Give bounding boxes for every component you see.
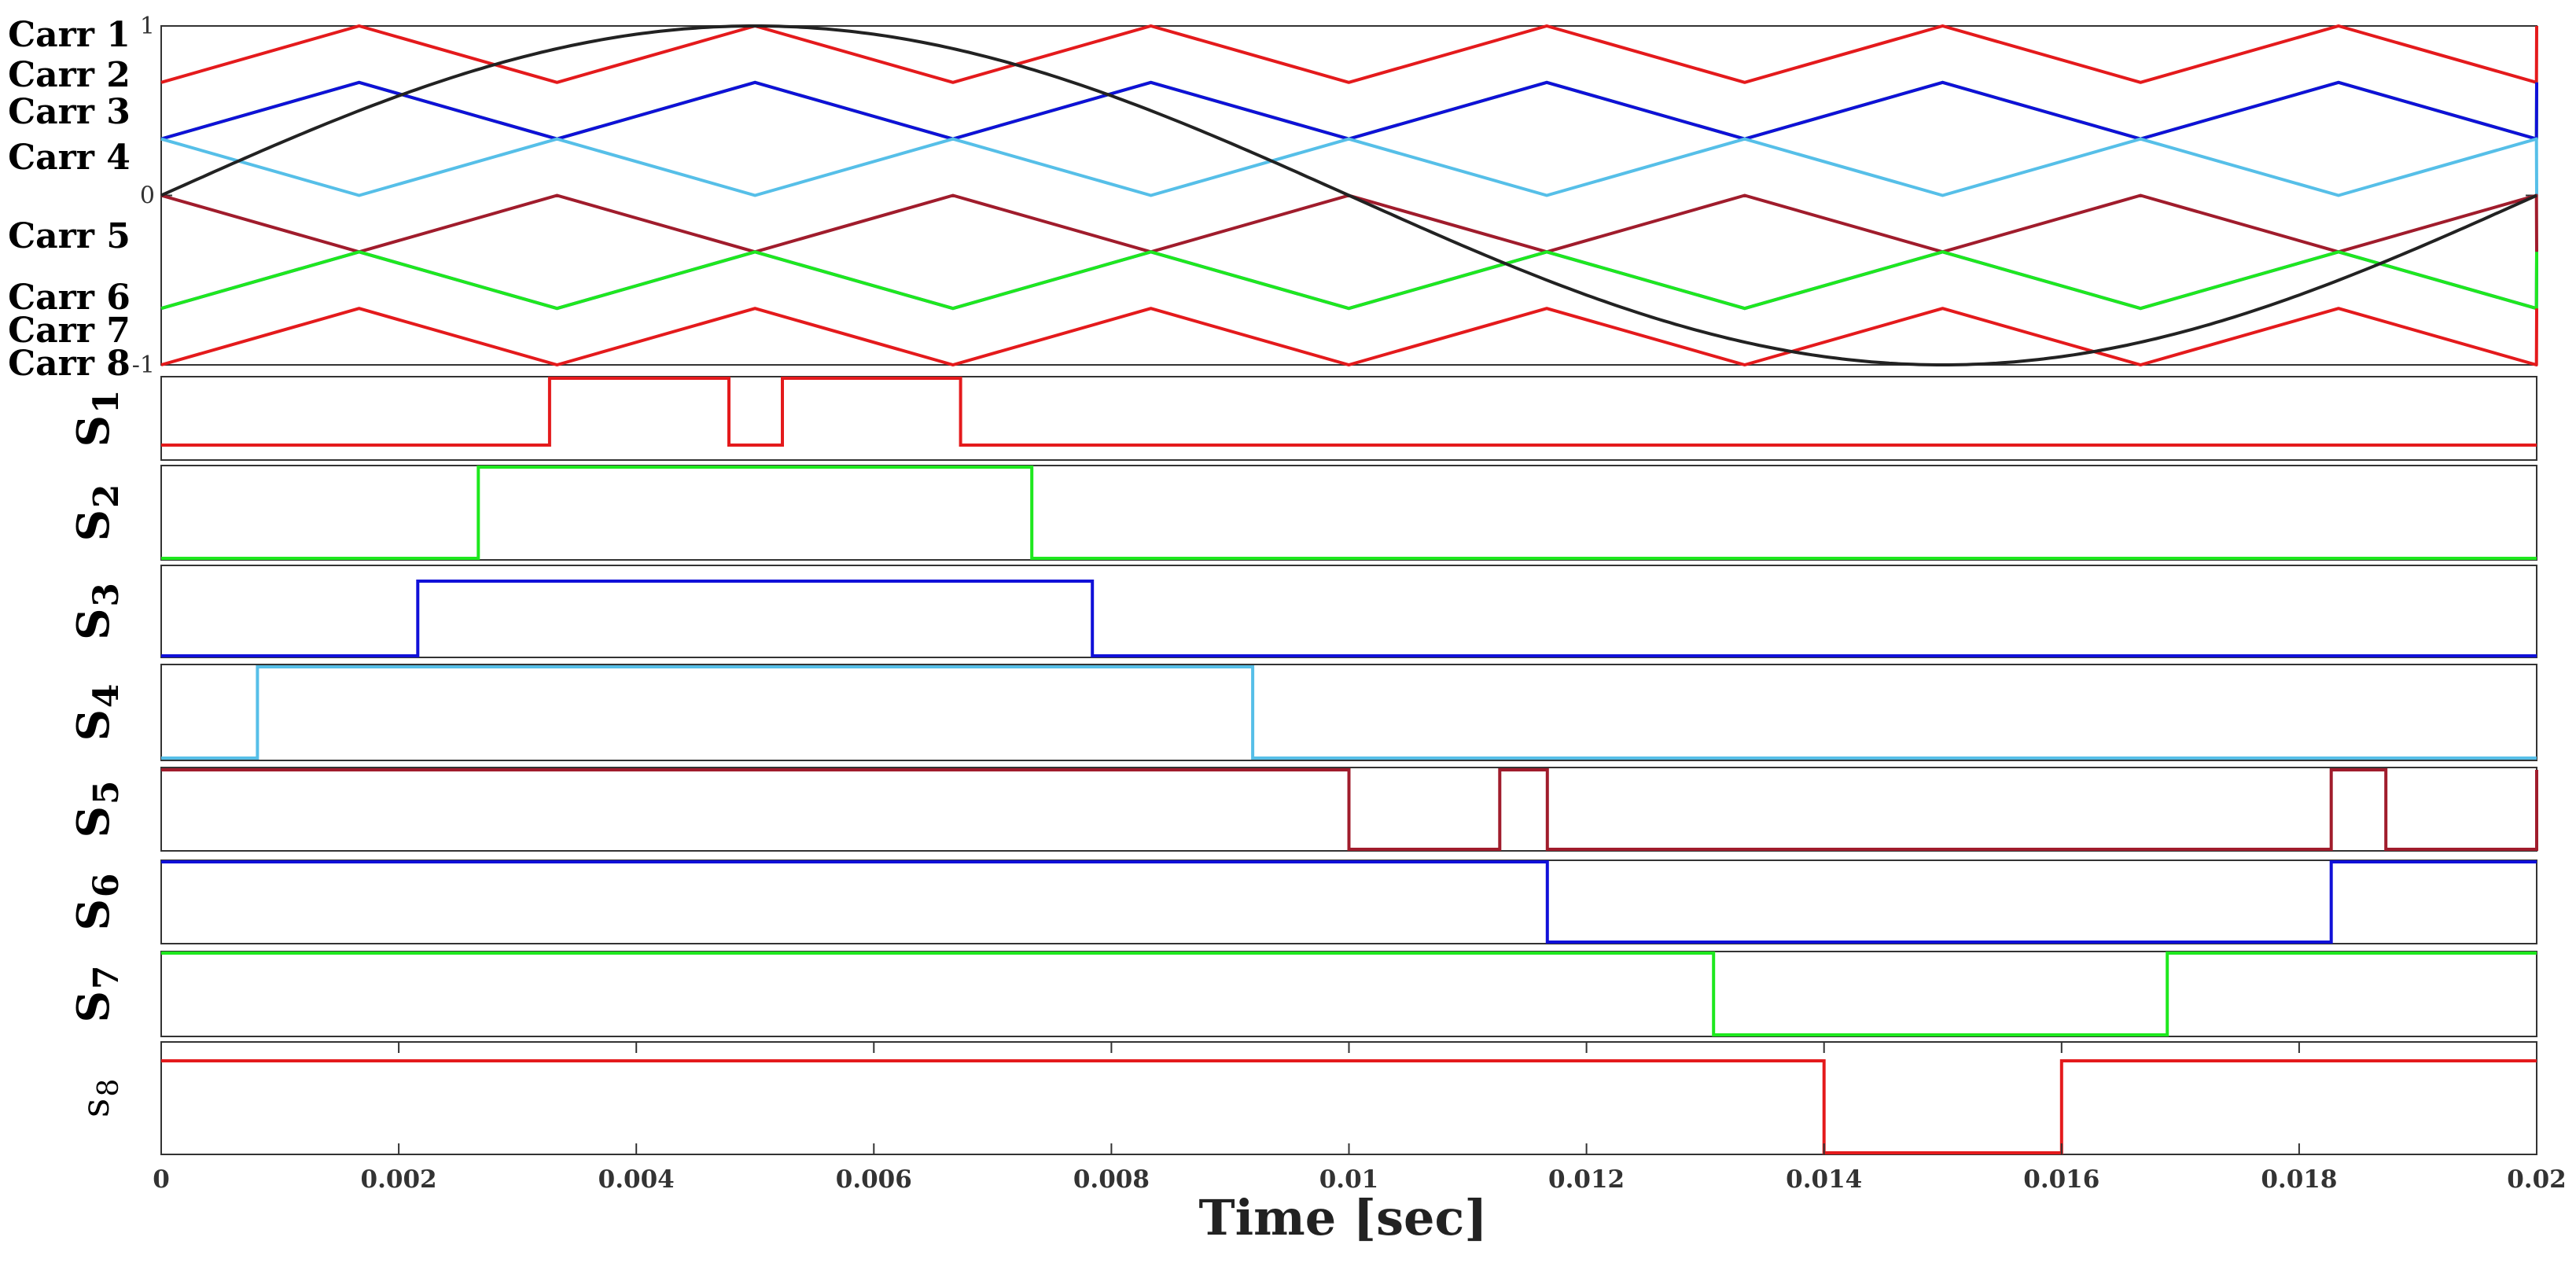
switch-label-letter: S <box>68 709 120 741</box>
carrier-label-7: Carr 7 <box>8 311 131 351</box>
xtick-label: 0.02 <box>2507 1165 2567 1194</box>
x-axis-label: Time [sec] <box>1198 1189 1487 1246</box>
xtick-label: 0.006 <box>836 1165 912 1194</box>
switch-signal-s7 <box>161 952 2537 1036</box>
switch-signal-s5 <box>161 768 2538 851</box>
switch-axes-box <box>160 465 2537 561</box>
switch-signal-s3 <box>161 580 2537 657</box>
switch-label-s1: S1 <box>68 389 127 447</box>
switch-label-subscript: 1 <box>86 389 127 414</box>
switch-label-s4: S4 <box>68 683 127 741</box>
carrier-line-8 <box>160 307 2538 366</box>
switch-panel-8: s8 <box>74 1041 2537 1155</box>
switch-panel-4: S4 <box>68 664 2537 761</box>
xtick-label: 0.014 <box>1786 1165 1862 1194</box>
xtick-label: 0.018 <box>2261 1165 2337 1194</box>
switch-signal-s4 <box>161 665 2537 760</box>
switch-signal-s1 <box>161 377 2537 447</box>
switch-label-subscript: 4 <box>86 683 127 708</box>
reference-sine-line <box>160 24 2537 366</box>
switch-signal-s2 <box>161 466 2537 560</box>
switch-label-subscript: 6 <box>86 873 127 897</box>
switch-axes-box <box>160 565 2537 658</box>
switch-signal-s6 <box>161 860 2537 944</box>
carrier-label-4: Carr 4 <box>8 138 131 178</box>
switch-axes-box <box>160 951 2537 1037</box>
carrier-line-7 <box>160 250 2538 311</box>
switch-label-letter: s <box>74 1099 118 1118</box>
xtick-label: 0.004 <box>598 1165 675 1194</box>
carrier-label-8: Carr 8 <box>8 344 131 384</box>
switch-panel-6: S6 <box>68 860 2537 944</box>
switch-panel-7: S7 <box>68 951 2537 1037</box>
xtick-label: 0 <box>153 1165 170 1194</box>
switch-label-letter: S <box>68 609 120 640</box>
switch-label-s3: S3 <box>68 583 127 640</box>
carrier-line-6 <box>160 250 2538 311</box>
carrier-label-6: Carr 6 <box>8 278 131 318</box>
xtick-label: 0.008 <box>1073 1165 1150 1194</box>
switch-panel-2: S2 <box>68 465 2537 561</box>
carrier-line-4 <box>160 137 2538 197</box>
switch-label-s5: S5 <box>68 780 127 837</box>
switch-label-subscript: 3 <box>86 583 127 607</box>
carrier-line-2 <box>160 80 2538 141</box>
switch-label-subscript: 8 <box>93 1079 125 1097</box>
switch-label-subscript: 7 <box>86 965 127 989</box>
switch-axes-box <box>160 1041 2537 1155</box>
switch-label-letter: S <box>68 899 120 930</box>
switch-axes-box <box>160 376 2537 461</box>
xtick-label: 0.012 <box>1548 1165 1625 1194</box>
switch-axes-box <box>160 860 2537 944</box>
carrier-label-3: Carr 3 <box>8 92 131 132</box>
switch-panel-5: S5 <box>68 767 2538 852</box>
switch-label-letter: S <box>68 415 120 447</box>
carrier-ytick-label: 1 <box>140 13 155 40</box>
switch-label-letter: S <box>68 991 120 1022</box>
carrier-line-3 <box>160 80 2538 141</box>
xtick-label: 0.016 <box>2023 1165 2099 1194</box>
switch-label-s7: S7 <box>68 965 127 1022</box>
switch-signal-s8 <box>161 1059 2537 1154</box>
switch-label-letter: S <box>68 806 120 837</box>
switch-label-s8: s8 <box>74 1079 125 1118</box>
switch-label-subscript: 5 <box>86 780 127 804</box>
time-axis: 0 0.002 0.004 0.006 0.008 0.01 0.012 0.014 0.016… <box>153 1042 2567 1194</box>
switch-label-s6: S6 <box>68 873 127 930</box>
xtick-label: 0.002 <box>361 1165 437 1194</box>
carrier-line-1 <box>160 24 2538 84</box>
switch-label-letter: S <box>68 510 120 541</box>
switch-panel-3: S3 <box>68 565 2537 658</box>
carrier-label-5: Carr 5 <box>8 216 131 256</box>
carrier-line-5 <box>160 193 2538 254</box>
switch-panel-1: S1 <box>68 376 2537 461</box>
xtick-label: 0.01 <box>1319 1165 1379 1194</box>
switch-label-subscript: 2 <box>86 484 127 508</box>
carrier-label-2: Carr 2 <box>8 55 131 95</box>
switch-label-s2: S2 <box>68 484 127 541</box>
switch-axes-box <box>160 664 2537 761</box>
carrier-ytick-label: 0 <box>140 182 155 210</box>
carrier-label-1: Carr 1 <box>8 15 131 55</box>
carrier-ytick-label: -1 <box>132 352 155 379</box>
